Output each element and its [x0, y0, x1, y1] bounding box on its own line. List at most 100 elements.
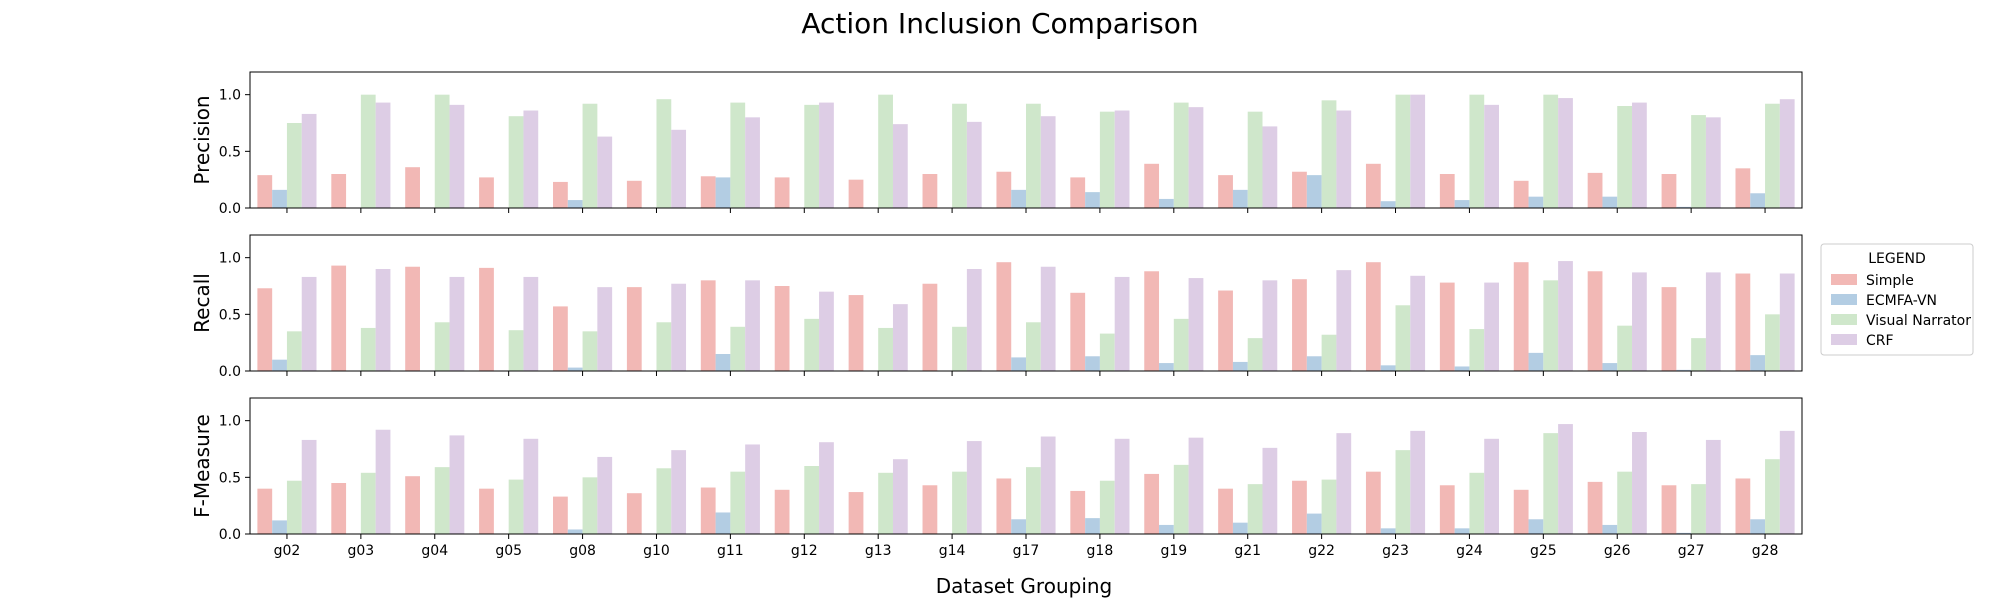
- legend: LEGEND Simple ECMFA-VN Visual Narrator CRF: [1820, 243, 1974, 356]
- bar: [1321, 100, 1337, 208]
- bar: [1306, 356, 1322, 371]
- bar: [1779, 99, 1795, 208]
- bar: [1011, 189, 1026, 208]
- bar: [272, 359, 287, 371]
- bar: [715, 177, 731, 208]
- panel-f-measure: 0.0 0.5 1.0 g02 g03 g04 g05 g08 g10 g11 g12 g13 g14 g…: [190, 397, 1803, 559]
- bar: [626, 180, 642, 208]
- bar: [804, 466, 820, 534]
- bar: [272, 189, 287, 208]
- bar: [1173, 318, 1189, 371]
- bar: [331, 174, 347, 208]
- bar: [1159, 363, 1174, 371]
- bar: [1617, 106, 1633, 208]
- x-tick-label: g26: [1604, 543, 1631, 559]
- bar: [656, 99, 672, 208]
- legend-box: [1820, 243, 1974, 356]
- bar: [1513, 262, 1529, 371]
- bar: [449, 276, 465, 371]
- legend-entry: ECMFA-VN: [1866, 293, 1937, 309]
- x-tick-label: g11: [717, 543, 744, 559]
- bar: [1454, 200, 1470, 208]
- bar: [1262, 447, 1278, 534]
- bar: [1543, 433, 1559, 534]
- bar: [1380, 528, 1396, 534]
- bar: [1365, 262, 1381, 371]
- bar: [1750, 519, 1766, 534]
- bar: [848, 295, 864, 371]
- bar: [1011, 357, 1026, 371]
- bar: [1602, 524, 1618, 534]
- bar: [523, 276, 539, 371]
- bar: [449, 435, 465, 534]
- bar: [597, 456, 613, 534]
- bar: [1587, 172, 1603, 208]
- bar: [1454, 366, 1470, 371]
- bar: [1735, 168, 1751, 208]
- bar: [479, 267, 494, 371]
- bar: [1676, 369, 1692, 371]
- bar: [1395, 94, 1411, 208]
- bar: [1602, 196, 1618, 208]
- bar: [1469, 94, 1485, 208]
- bar: [1026, 467, 1041, 534]
- y-axis-label: F-Measure: [190, 414, 214, 518]
- bar: [1218, 488, 1233, 534]
- x-tick-label: g14: [939, 543, 966, 559]
- legend-entry: CRF: [1866, 333, 1894, 349]
- bar: [301, 113, 317, 208]
- bar: [878, 472, 893, 534]
- x-tick-label: g18: [1087, 543, 1114, 559]
- bar: [819, 442, 834, 534]
- bar: [597, 287, 613, 371]
- bar: [922, 174, 938, 208]
- bar: [1365, 163, 1381, 208]
- bar: [434, 467, 450, 534]
- bar: [1779, 430, 1795, 534]
- bar: [1144, 271, 1160, 371]
- bar: [523, 438, 539, 534]
- bar: [375, 269, 391, 371]
- bar: [479, 177, 494, 208]
- bar: [597, 136, 613, 208]
- bar: [1587, 271, 1603, 371]
- bar: [1469, 329, 1485, 371]
- x-tick-label: g02: [274, 543, 301, 559]
- bar: [1617, 325, 1633, 371]
- x-tick-label: g13: [865, 543, 892, 559]
- bar: [1439, 282, 1455, 371]
- bar: [1661, 287, 1677, 371]
- bar: [375, 102, 391, 208]
- bar: [1765, 459, 1780, 534]
- bar: [567, 200, 583, 208]
- bar: [1173, 464, 1189, 534]
- bar: [405, 167, 420, 208]
- bar: [1188, 278, 1204, 371]
- bar: [819, 102, 834, 208]
- bar: [1026, 322, 1041, 371]
- bar: [1247, 484, 1263, 534]
- bar: [286, 123, 302, 208]
- legend-swatch: [1831, 314, 1857, 325]
- bar: [745, 117, 760, 208]
- bar: [1336, 110, 1352, 208]
- bar: [1439, 485, 1455, 534]
- bar: [434, 322, 450, 371]
- bar: [405, 476, 420, 534]
- x-tick-label: g10: [643, 543, 670, 559]
- bar: [952, 103, 967, 208]
- bar: [1735, 478, 1751, 534]
- x-tick-label: g03: [348, 543, 375, 559]
- bar: [1765, 103, 1780, 208]
- bar: [1292, 279, 1307, 371]
- bar: [1691, 338, 1706, 371]
- bar: [626, 493, 642, 534]
- bar: [1705, 272, 1721, 371]
- bar: [1070, 490, 1086, 534]
- legend-title: LEGEND: [1868, 251, 1926, 267]
- y-tick-label: 0.0: [219, 527, 241, 543]
- x-tick-label: g23: [1382, 543, 1409, 559]
- bar: [1218, 175, 1233, 208]
- bar: [1144, 163, 1160, 208]
